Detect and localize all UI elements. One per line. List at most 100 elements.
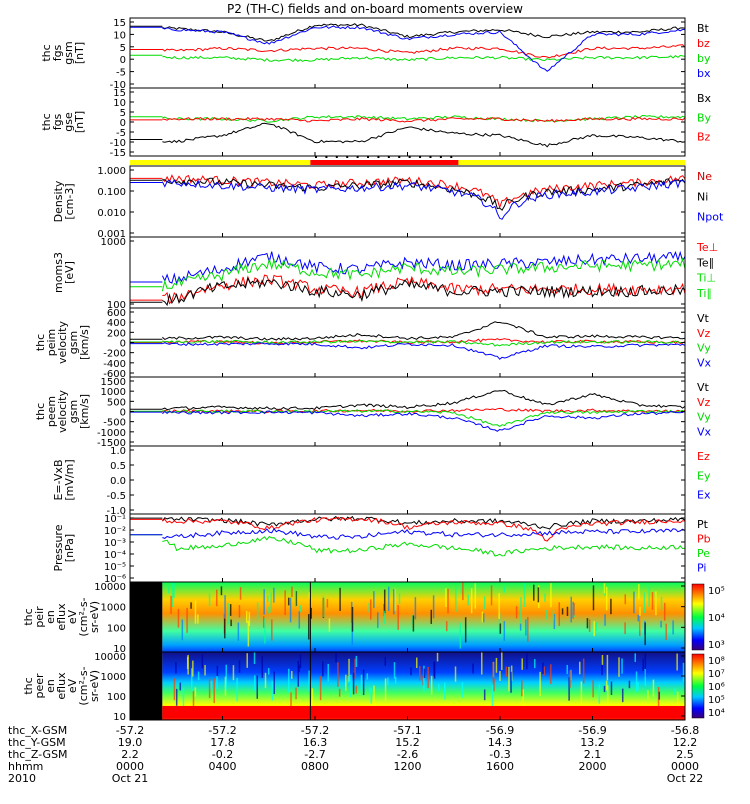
footer-cell: 2.2 xyxy=(121,748,139,761)
spectrogram-streak xyxy=(674,688,676,696)
legend-entry: Ti∥ xyxy=(696,287,712,300)
spectrogram-streak xyxy=(267,595,269,602)
spectrogram-streak xyxy=(351,621,354,646)
spectrogram-streak xyxy=(291,671,293,679)
legend-entry: Bt xyxy=(697,22,710,35)
y-axis-label-line: E=-VxB xyxy=(52,459,65,500)
series-line-Ne xyxy=(162,174,686,210)
y-axis-label: Density[cm-3] xyxy=(52,180,76,222)
spectrogram-streak xyxy=(268,606,270,614)
spectrogram-streak xyxy=(398,593,401,605)
spectrogram-streak xyxy=(499,670,501,681)
legend-entry: Te∥ xyxy=(696,256,714,269)
colorbar-tick-label: 10⁵ xyxy=(708,586,725,597)
y-axis-label-line: thc xyxy=(22,677,35,694)
spectrogram-streak xyxy=(682,662,685,682)
spectrogram-streak xyxy=(248,612,251,626)
y-tick-label: -600 xyxy=(103,369,126,380)
footer-cell: 1200 xyxy=(394,760,422,773)
legend-entry: Vz xyxy=(697,327,711,340)
spectrogram-streak xyxy=(345,674,347,691)
y-tick-label: 1000 xyxy=(101,603,126,614)
legend-entry: Te⊥ xyxy=(696,241,718,254)
y-tick-label: 0.0 xyxy=(110,476,126,487)
spectrogram-streak xyxy=(256,675,259,699)
spectrogram-streak xyxy=(204,665,206,676)
spectrogram-streak xyxy=(267,668,270,675)
series-line-Pt xyxy=(161,515,686,530)
footer-cell: Oct 22 xyxy=(667,772,704,785)
y-tick-label: 10⁻⁶ xyxy=(104,574,126,585)
panel-density: 1.000 0.100 0.010 0.001 Density[cm-3] Ne Ni Npo… xyxy=(52,165,724,240)
spectrogram-streak xyxy=(298,664,300,673)
spectrogram-streak xyxy=(245,611,248,623)
spectrogram-streak xyxy=(327,663,329,682)
footer-cell: -56.9 xyxy=(578,724,606,737)
spectrogram-streak xyxy=(505,666,508,677)
spectrogram-streak xyxy=(307,614,310,640)
y-tick-label: 0.5 xyxy=(110,461,126,472)
spectrogram-streak xyxy=(173,678,176,701)
series-line-Ti xyxy=(161,250,686,286)
y-tick-label: 0 xyxy=(120,55,126,66)
y-axis-label-line: [cm-3] xyxy=(63,183,76,219)
spectrogram-streak xyxy=(239,587,242,600)
colorbar xyxy=(691,653,705,719)
spectrogram-streak xyxy=(467,594,469,606)
y-axis-label-line: fgs xyxy=(51,44,64,61)
spectrogram-streak xyxy=(510,671,512,693)
spectrogram-nodata-block xyxy=(130,652,163,720)
spectrogram-streak xyxy=(175,662,177,674)
spectrogram-streak xyxy=(394,588,396,611)
series-line-Vx xyxy=(162,342,686,360)
y-axis-label-line: sr-eV) xyxy=(88,601,101,633)
legend-entry: bz xyxy=(697,37,710,50)
spectrogram-streak xyxy=(432,595,435,619)
footer-cell: Oct 21 xyxy=(112,772,149,785)
y-axis-label-line: [nT] xyxy=(73,42,86,64)
y-tick-label: -10 xyxy=(110,80,126,91)
spectrogram-streak xyxy=(412,615,415,632)
spectrogram-streak xyxy=(355,685,358,694)
y-axis-label-line: gse xyxy=(62,112,75,132)
spectrogram-streak xyxy=(339,587,341,611)
spectrogram-streak xyxy=(523,582,526,608)
footer-cell: 2.5 xyxy=(676,748,694,761)
spectrogram-streak xyxy=(582,658,585,684)
spectrogram-streak xyxy=(264,672,267,689)
spectrogram-streak xyxy=(676,691,679,706)
spectrogram-streak xyxy=(527,616,529,642)
legend-entry: Pe xyxy=(697,547,710,560)
spectrogram-streak xyxy=(370,599,372,620)
y-tick-label: 100 xyxy=(107,300,126,311)
spectrogram-streak xyxy=(397,605,399,630)
spectrogram-streak xyxy=(261,655,264,678)
spectrogram-streak xyxy=(224,676,227,696)
y-axis-label: thcpeimvelocitygsm[km/s] xyxy=(34,321,91,364)
spectrogram-streak xyxy=(515,606,518,619)
footer-cell: 19.0 xyxy=(118,736,143,749)
spectrogram-streak xyxy=(373,591,375,609)
spectrogram-streak xyxy=(592,585,595,611)
y-axis-label-line: gsm xyxy=(67,400,80,423)
burst-marker xyxy=(439,156,442,158)
y-tick-label: -10 xyxy=(110,138,126,149)
y-tick-label: -1.0 xyxy=(106,506,126,517)
spectrogram-streak xyxy=(634,653,636,662)
y-axis-label-line: eflux xyxy=(55,672,68,700)
spectrogram-streak xyxy=(377,612,379,628)
series-line-Pb xyxy=(162,516,686,542)
spectrogram-streak xyxy=(262,616,265,628)
y-axis-label: thcfgsgsm[nT] xyxy=(40,41,86,64)
y-axis-label-line: [eV] xyxy=(63,261,76,284)
spectrogram-streak xyxy=(384,678,387,702)
y-tick-label: 0 xyxy=(120,118,126,129)
legend-entry: bx xyxy=(697,67,711,80)
y-tick-label: -200 xyxy=(103,349,126,360)
spectrogram-streak xyxy=(208,678,211,699)
y-axis-label: thcfgsgse[nT] xyxy=(40,111,86,133)
spectrogram-streak xyxy=(311,688,314,712)
footer-cell: -56.9 xyxy=(486,724,514,737)
series-line-Te⊥ xyxy=(162,274,686,305)
